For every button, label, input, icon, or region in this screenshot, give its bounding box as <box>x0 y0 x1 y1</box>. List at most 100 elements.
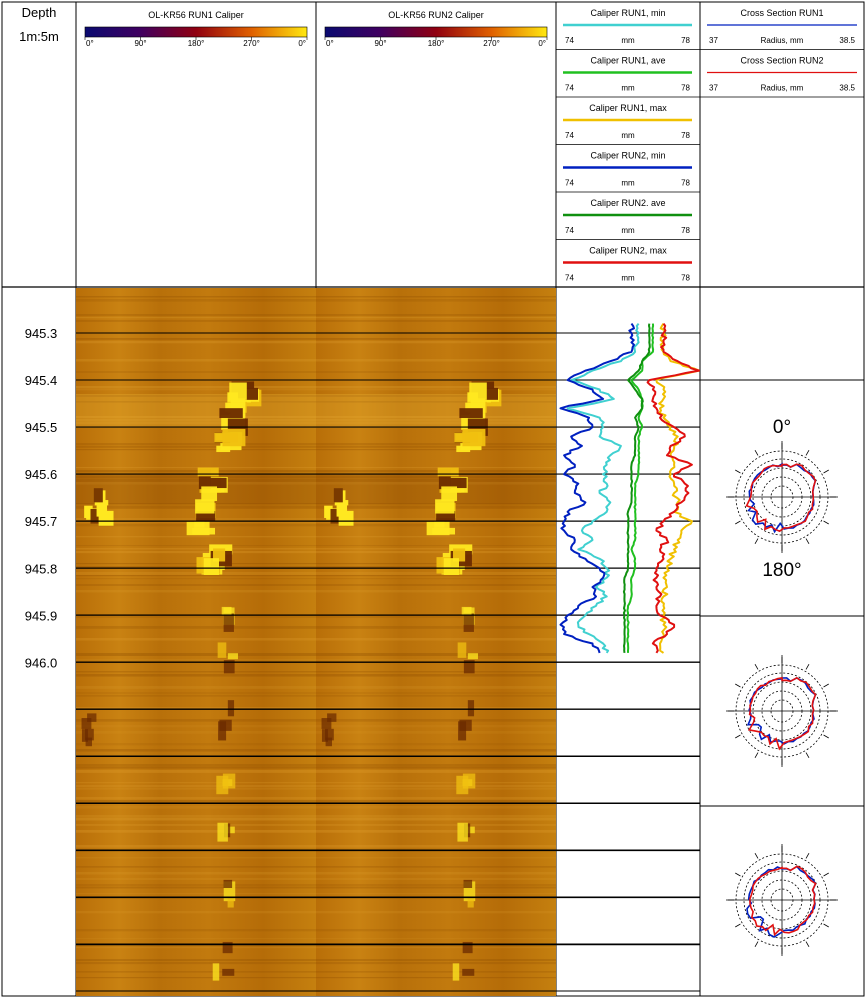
fracture-patch <box>229 382 247 400</box>
vug-patch <box>321 718 332 729</box>
image-banding <box>76 743 316 746</box>
cross-section-run2 <box>745 463 817 533</box>
image-banding <box>76 299 316 302</box>
image-banding <box>76 824 316 826</box>
image-banding <box>316 797 556 800</box>
image-banding <box>76 548 316 550</box>
image-banding <box>76 878 316 881</box>
image-banding <box>76 566 316 569</box>
image-banding <box>316 479 556 482</box>
image-banding <box>76 551 316 554</box>
image-banding <box>316 686 556 689</box>
image-banding <box>76 545 316 547</box>
image-bright-band <box>76 394 316 428</box>
image-banding <box>316 476 556 479</box>
run1-image-title: OL-KR56 RUN1 Caliper <box>148 10 244 20</box>
caliper-series-1 <box>626 323 655 653</box>
fracture-patch <box>436 511 456 521</box>
image-banding <box>76 947 316 949</box>
image-banding <box>316 470 556 473</box>
run2-image-color-scale <box>324 26 548 38</box>
image-background <box>76 288 316 996</box>
cross-legend-min: 37 <box>709 84 718 93</box>
image-banding <box>316 806 556 809</box>
image-banding <box>76 695 316 697</box>
fracture-patch <box>441 486 458 502</box>
scale-tick-label: 0° <box>86 39 94 48</box>
run1-image-color-scale <box>84 26 308 38</box>
image-banding <box>76 395 316 397</box>
fracture-patch <box>219 408 243 418</box>
fracture-patch <box>225 402 244 412</box>
image-banding <box>316 401 556 403</box>
cross-legend-title: Cross Section RUN1 <box>740 8 823 18</box>
fracture-patch <box>426 521 450 536</box>
image-banding <box>316 695 556 697</box>
image-banding <box>76 446 316 448</box>
image-banding <box>76 866 316 868</box>
fracture-patch <box>222 773 236 789</box>
fracture-patch <box>463 879 473 888</box>
vug-patch <box>325 737 332 747</box>
legend-unit: mm <box>621 36 635 45</box>
image-banding <box>76 359 316 362</box>
fracture-patch <box>463 881 476 902</box>
fracture-patch <box>438 469 451 490</box>
scale-tick-label: 90° <box>134 39 146 48</box>
image-banding <box>76 389 316 391</box>
polar-tick <box>735 469 741 474</box>
legend-title: Caliper RUN1, min <box>590 8 665 18</box>
fracture-patch <box>465 402 484 412</box>
fracture-patch <box>195 499 215 514</box>
image-banding <box>316 857 556 859</box>
image-banding <box>76 518 316 521</box>
image-banding <box>316 692 556 695</box>
image-banding <box>76 482 316 485</box>
image-banding <box>316 416 556 418</box>
legend-max: 78 <box>681 274 690 283</box>
image-banding <box>316 770 556 773</box>
cross-section-run2 <box>747 676 817 751</box>
image-banding <box>76 749 316 752</box>
image-bright-band <box>316 394 556 428</box>
legend-min: 74 <box>565 274 574 283</box>
image-banding <box>316 866 556 868</box>
image-banding <box>316 938 556 940</box>
image-banding <box>76 797 316 800</box>
polar-label-bottom: 180° <box>762 560 801 581</box>
image-banding <box>76 563 316 565</box>
run2-image-title: OL-KR56 RUN2 Caliper <box>388 10 484 20</box>
image-banding <box>76 782 316 784</box>
vug-patch <box>324 505 333 518</box>
image-banding <box>76 872 316 875</box>
fracture-patch <box>203 558 219 576</box>
vug-patch <box>84 505 93 518</box>
fracture-patch <box>463 613 474 632</box>
image-banding <box>316 971 556 973</box>
image-banding <box>316 707 556 709</box>
image-banding <box>76 764 316 767</box>
image-banding <box>316 617 556 619</box>
fracture-patch <box>456 775 469 795</box>
polar-tick <box>823 469 829 474</box>
vug-patch <box>333 488 343 503</box>
image-banding <box>316 788 556 790</box>
cross-section-945-7 <box>726 655 838 767</box>
image-banding <box>316 575 556 577</box>
legend-0: Caliper RUN1, min 74 mm 78 <box>563 8 692 45</box>
image-banding <box>316 359 556 362</box>
legend-title: Caliper RUN1, ave <box>590 56 665 66</box>
image-dark-band <box>76 474 316 504</box>
fracture-patch <box>450 477 467 489</box>
fracture-patch <box>238 387 259 400</box>
fracture-patch <box>461 606 472 615</box>
image-banding <box>316 314 556 316</box>
image-banding <box>316 977 556 979</box>
caliper-curves <box>559 322 700 654</box>
image-banding <box>76 476 316 479</box>
fracture-patch <box>437 467 459 477</box>
fracture-patch <box>210 477 227 489</box>
fracture-patch <box>223 660 235 674</box>
image-banding <box>316 449 556 451</box>
polar-tick <box>754 752 759 758</box>
